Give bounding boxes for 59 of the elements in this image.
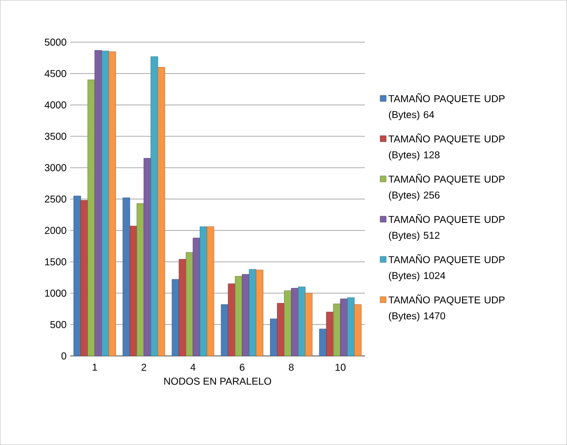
bar [277, 302, 284, 356]
bar [291, 288, 298, 356]
bar [298, 286, 306, 356]
bar [130, 226, 138, 356]
y-tick-label: 1000 [45, 290, 66, 297]
bar [256, 270, 264, 356]
y-tick-label: 0 [61, 352, 66, 360]
bar [150, 56, 158, 356]
legend-label: TAMAÑO PAQUETE UDP (Bytes) 1024 [388, 254, 505, 282]
bar [206, 226, 214, 356]
bar [270, 318, 278, 356]
bar [178, 259, 186, 356]
bar [80, 200, 88, 356]
bar [102, 50, 109, 356]
bar [200, 226, 208, 356]
bar [228, 284, 236, 356]
x-tick-label: 8 [288, 364, 294, 371]
bar [108, 51, 116, 356]
x-tick-label: 6 [240, 364, 244, 371]
x-tick-label: 1 [92, 364, 98, 371]
x-tick-label: 4 [190, 364, 196, 371]
legend-label: TAMAÑO PAQUETE UDP (Bytes) 1470 [388, 294, 505, 322]
bar [354, 304, 362, 356]
bar [248, 269, 256, 356]
bar [347, 297, 355, 356]
bar [333, 304, 341, 356]
y-tick-label: 1500 [45, 258, 66, 266]
y-tick-label: 2500 [44, 195, 66, 203]
bar [340, 298, 348, 356]
bar [122, 198, 130, 356]
legend-label: TAMAÑO PAQUETE UDP (Bytes) 64 [388, 93, 505, 120]
y-tick-label: 3000 [44, 164, 66, 172]
bar [158, 67, 166, 356]
y-tick-label: 2000 [44, 226, 66, 234]
y-tick-label: 3500 [44, 132, 66, 140]
bar [144, 158, 152, 356]
bar [242, 274, 250, 356]
y-tick-label: 5000 [44, 38, 66, 46]
legend-label: TAMAÑO PAQUETE UDP (Bytes) 512 [388, 214, 505, 241]
legend-label: TAMAÑO PAQUETE UDP (Bytes) 256 [388, 174, 505, 201]
x-tick-label: 10 [336, 364, 346, 371]
bar [305, 292, 312, 356]
bar [172, 279, 180, 356]
y-tick-label: 500 [50, 321, 66, 328]
bar [74, 196, 81, 356]
y-tick-label: 4000 [44, 101, 66, 108]
x-axis-title: NODOS EN PARALELO [164, 378, 272, 385]
bar [220, 304, 228, 356]
bar [319, 328, 327, 356]
bar [136, 203, 144, 356]
bar [186, 252, 194, 356]
bar [94, 50, 102, 356]
legend-label: TAMAÑO PAQUETE UDP (Bytes) 128 [388, 134, 505, 160]
bar [234, 276, 242, 356]
x-tick-label: 2 [142, 364, 146, 371]
bar [326, 312, 334, 356]
bar [284, 290, 292, 356]
bar [88, 80, 95, 356]
y-tick-label: 4500 [44, 70, 66, 78]
